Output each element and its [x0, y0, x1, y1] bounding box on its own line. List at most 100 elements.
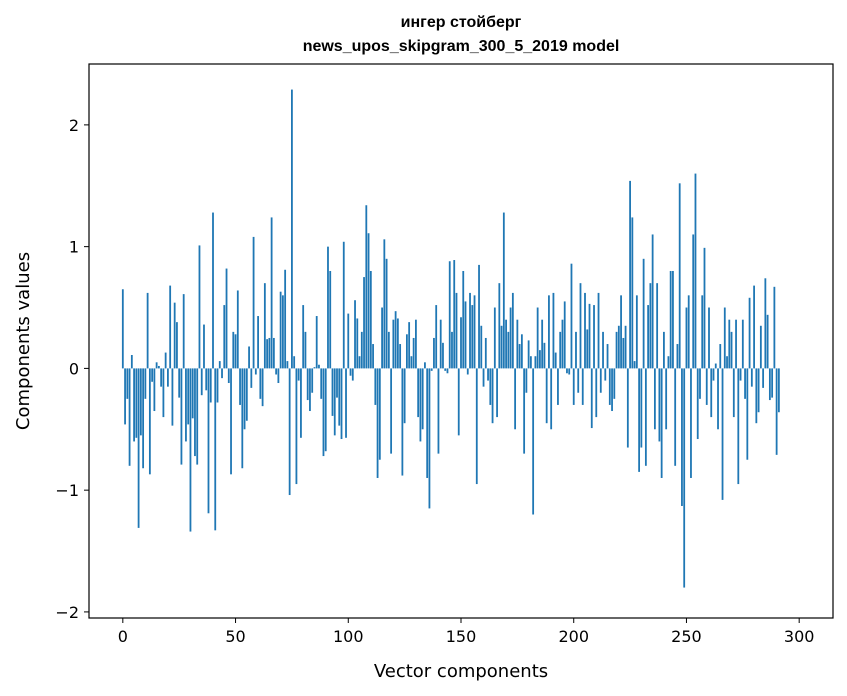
bar-component-205	[584, 292, 586, 369]
bar-component-17	[160, 368, 163, 387]
bar-component-128	[410, 356, 413, 369]
bar-component-92	[329, 270, 332, 369]
bar-component-12	[148, 368, 151, 475]
bar-component-162	[487, 368, 489, 381]
bar-component-227	[633, 361, 636, 369]
bar-component-19	[164, 352, 167, 369]
bar-component-123	[399, 344, 402, 369]
bar-component-284	[762, 368, 765, 388]
bar-component-132	[419, 368, 422, 442]
bar-component-136	[428, 368, 431, 509]
bar-component-268	[726, 356, 728, 369]
bar-component-252	[690, 368, 692, 478]
bar-component-2	[126, 368, 129, 399]
x-axis-ticks: 0 50 100 150 200 250 300	[118, 618, 815, 646]
bar-component-75	[291, 89, 293, 369]
bar-component-278	[748, 297, 751, 369]
bar-component-170	[505, 319, 507, 369]
x-tick-label: 250	[671, 627, 702, 646]
bar-component-67	[272, 337, 275, 369]
bar-component-50	[234, 334, 237, 369]
bar-component-221	[620, 295, 622, 369]
bar-component-187	[543, 342, 546, 369]
bar-component-249	[683, 368, 686, 588]
bar-component-219	[615, 331, 618, 369]
bar-component-105	[358, 356, 361, 369]
bar-component-174	[514, 368, 517, 430]
bar-component-263	[714, 363, 717, 369]
bar-component-146	[451, 331, 453, 369]
bar-component-93	[331, 368, 334, 416]
bar-component-232	[644, 368, 647, 466]
bar-component-192	[554, 352, 557, 369]
bar-component-233	[647, 305, 650, 369]
bar-component-241	[665, 368, 668, 430]
bar-component-239	[660, 368, 663, 478]
bar-component-185	[539, 350, 541, 369]
bar-component-119	[390, 368, 393, 454]
y-tick-label: 2	[69, 116, 79, 135]
bar-component-193	[557, 368, 559, 405]
bar-component-90	[324, 368, 327, 452]
bar-component-273	[737, 368, 740, 485]
bar-component-253	[692, 234, 695, 369]
bar-component-279	[750, 368, 753, 387]
bar-component-223	[624, 325, 627, 369]
bar-component-41	[214, 368, 217, 531]
bar-component-6	[135, 368, 138, 438]
x-tick-label: 300	[784, 627, 815, 646]
bar-component-267	[723, 307, 726, 369]
bar-component-47	[227, 368, 230, 384]
bar-component-281	[755, 368, 758, 424]
bar-component-39	[209, 368, 212, 403]
bar-component-189	[548, 295, 550, 369]
bar-component-69	[277, 368, 280, 384]
bar-component-167	[498, 283, 501, 369]
bar-component-224	[626, 368, 629, 448]
bar-component-42	[216, 368, 219, 403]
bar-component-64	[266, 339, 269, 369]
bar-component-217	[611, 368, 613, 412]
bar-component-275	[741, 319, 744, 369]
bar-component-84	[311, 368, 314, 393]
bar-component-242	[667, 356, 670, 369]
bar-component-229	[638, 368, 641, 472]
bar-component-173	[511, 292, 514, 369]
bar-component-215	[606, 344, 609, 369]
bar-component-21	[169, 285, 172, 369]
bar-component-207	[588, 303, 591, 369]
bar-component-11	[146, 292, 149, 369]
bar-component-226	[631, 217, 634, 369]
bar-component-29	[187, 368, 190, 425]
bar-component-34	[198, 245, 201, 369]
bar-component-165	[493, 307, 496, 369]
bar-component-40	[212, 212, 214, 369]
bar-component-122	[396, 318, 399, 369]
bar-component-212	[599, 368, 602, 393]
bar-component-158	[478, 264, 480, 369]
bar-component-231	[642, 258, 645, 369]
bar-component-99	[345, 368, 347, 438]
bar-component-98	[342, 241, 345, 369]
bar-component-148	[455, 292, 458, 369]
bar-component-285	[764, 278, 767, 369]
bar-component-110	[369, 270, 372, 369]
bar-component-191	[552, 292, 555, 369]
bar-component-243	[669, 270, 672, 369]
bar-component-54	[243, 368, 246, 430]
y-axis-label: Components values	[13, 252, 34, 430]
bar-component-94	[333, 368, 336, 436]
bar-component-256	[699, 368, 701, 399]
bar-component-199	[570, 263, 573, 369]
bar-component-152	[464, 301, 467, 369]
bar-component-213	[602, 331, 604, 369]
bar-component-126	[405, 334, 408, 369]
bar-component-35	[200, 368, 203, 396]
bar-component-72	[284, 269, 287, 369]
bar-component-180	[527, 340, 530, 369]
bar-component-195	[561, 319, 564, 369]
bar-component-172	[509, 307, 512, 369]
bar-component-104	[356, 318, 359, 369]
bar-component-1	[124, 368, 126, 425]
bar-component-111	[372, 344, 374, 369]
